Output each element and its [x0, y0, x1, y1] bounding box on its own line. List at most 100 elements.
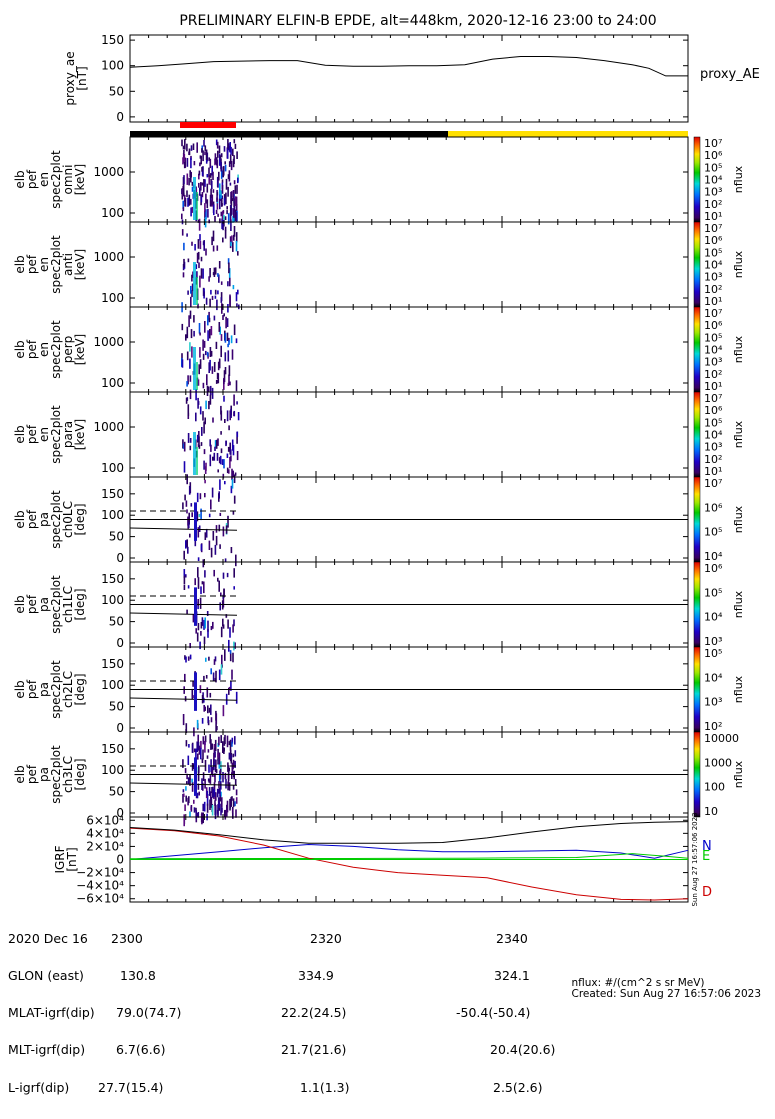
flux-pixel — [203, 705, 205, 712]
flux-pixel — [210, 289, 212, 295]
flux-pixel — [237, 412, 240, 421]
flux-pixel — [193, 748, 196, 753]
flux-pixel — [210, 626, 213, 631]
flux-pixel — [195, 264, 198, 270]
flux-pixel — [204, 479, 206, 484]
axis-label-line: spec2plot — [49, 660, 63, 719]
flux-pixel — [222, 473, 225, 479]
footer-value: 130.8 — [120, 968, 156, 984]
flux-pixel — [213, 788, 216, 797]
axis-label-line: en — [37, 257, 51, 272]
flux-pixel — [201, 148, 203, 153]
igrf-series-line — [129, 827, 689, 901]
flux-pixel — [204, 532, 207, 540]
ae-tick-label: 0 — [116, 110, 124, 124]
flux-pixel — [224, 649, 226, 661]
flux-pixel — [219, 326, 221, 335]
axis-label-line: en — [37, 427, 51, 442]
flux-pixel — [191, 206, 194, 213]
flux-pixel — [217, 213, 219, 217]
flux-pixel — [234, 760, 236, 768]
flux-pixel — [205, 400, 207, 410]
flux-pixel — [217, 752, 219, 758]
flux-pixel — [202, 150, 204, 162]
flux-pixel — [186, 609, 188, 614]
flux-pixel — [233, 770, 235, 778]
flux-pixel — [230, 754, 233, 759]
flux-pixel — [187, 656, 190, 661]
flux-pixel — [222, 772, 224, 783]
flux-pixel — [213, 452, 216, 461]
flux-pixel — [231, 208, 233, 215]
flux-pixel — [205, 350, 207, 356]
flux-pixel — [229, 652, 232, 662]
colorbar-tick-label: 10⁵ — [704, 331, 722, 344]
flux-pixel — [211, 387, 214, 399]
colorbar-tick-label: 10⁵ — [704, 647, 722, 660]
flux-pixel — [217, 577, 219, 582]
flux-pixel — [221, 807, 223, 813]
flux-pixel — [190, 157, 192, 169]
axis-label-line: [nT] — [75, 66, 89, 90]
axis-label-line: IGRF — [53, 845, 67, 873]
flux-pixel — [198, 323, 201, 334]
flux-pixel — [197, 771, 200, 782]
flux-pixel — [215, 535, 218, 546]
flux-pixel — [185, 500, 188, 507]
footer-row: GLON (east) 130.8 334.9 324.1 — [8, 969, 530, 982]
flux-pixel — [191, 290, 193, 298]
flux-pixel — [220, 791, 222, 797]
flux-pixel — [188, 194, 191, 206]
flux-pixel — [222, 526, 225, 537]
flux-pixel — [203, 619, 205, 630]
flux-pixel — [205, 528, 208, 538]
flux-pixel — [213, 782, 216, 792]
flux-pixel — [223, 377, 225, 385]
flux-pixel — [197, 435, 199, 441]
flux-pixel — [203, 581, 205, 594]
pitch-tick-label: 50 — [109, 615, 124, 629]
flux-pixel — [218, 171, 220, 181]
igrf-legend: N — [702, 839, 712, 854]
flux-pixel — [195, 748, 197, 758]
flux-pixel — [197, 741, 200, 751]
flux-pixel — [198, 364, 200, 375]
flux-pixel — [205, 209, 207, 220]
flux-pixel — [229, 650, 232, 654]
colorbar-label-group: nflux — [732, 760, 745, 788]
flux-pixel — [227, 781, 230, 788]
flux-pixel — [229, 211, 232, 222]
flux-pixel — [182, 714, 185, 726]
flux-pixel — [187, 433, 190, 443]
flux-pixel — [219, 198, 221, 210]
flux-pixel — [228, 337, 230, 342]
flux-pixel — [234, 750, 237, 757]
flux-pixel — [183, 192, 185, 197]
axis-label-line: pef — [25, 679, 39, 699]
flux-pixel — [204, 741, 206, 753]
flux-pixel — [228, 741, 231, 746]
flux-pixel — [191, 743, 194, 753]
flux-pixel — [198, 514, 201, 518]
flux-pixel — [183, 153, 186, 162]
flux-pixel — [189, 811, 191, 817]
flux-pixel — [190, 296, 192, 308]
flux-pixel — [234, 472, 237, 476]
flux-pixel — [216, 788, 219, 798]
flux-pixel — [231, 669, 233, 680]
flux-pixel — [213, 659, 216, 665]
axis-label-line: pef — [25, 254, 39, 274]
flux-pixel — [191, 181, 194, 186]
flux-pixel — [200, 268, 203, 279]
flux-pixel — [193, 315, 195, 323]
flux-pixel — [219, 794, 221, 802]
axis-label-line: pef — [25, 424, 39, 444]
flux-pixel — [197, 812, 200, 818]
flux-pixel — [224, 332, 227, 343]
flux-pixel — [189, 445, 192, 451]
flux-pixel — [224, 216, 227, 220]
flux-pixel — [193, 807, 196, 813]
igrf-legend: D — [702, 885, 712, 900]
